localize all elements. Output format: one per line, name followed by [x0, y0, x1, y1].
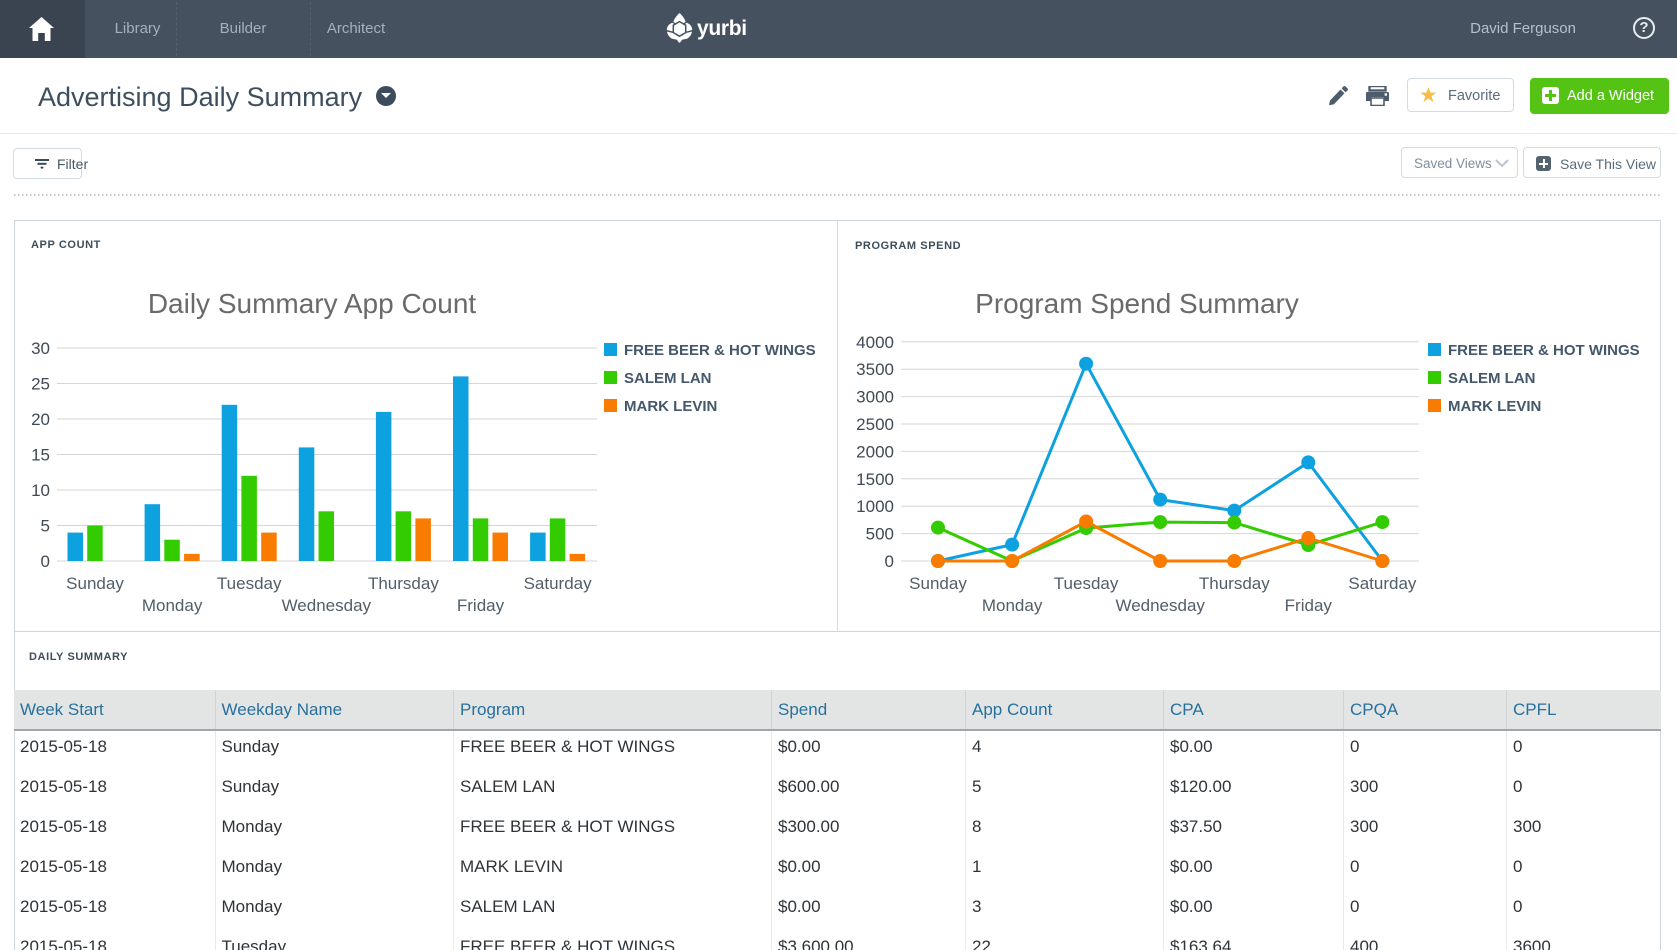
svg-text:2000: 2000 — [856, 442, 894, 461]
svg-text:1000: 1000 — [856, 497, 894, 516]
svg-text:Program Spend Summary: Program Spend Summary — [975, 288, 1299, 319]
svg-text:Saturday: Saturday — [524, 574, 593, 593]
svg-text:Tuesday: Tuesday — [1054, 574, 1119, 593]
svg-text:Monday: Monday — [142, 596, 203, 615]
svg-text:Tuesday: Tuesday — [217, 574, 282, 593]
svg-text:Saturday: Saturday — [1348, 574, 1417, 593]
svg-text:Daily Summary App Count: Daily Summary App Count — [148, 288, 477, 319]
svg-text:4000: 4000 — [856, 333, 894, 352]
svg-text:Wednesday: Wednesday — [1115, 596, 1205, 615]
svg-text:30: 30 — [31, 339, 50, 358]
svg-text:Sunday: Sunday — [909, 574, 967, 593]
svg-text:Friday: Friday — [1285, 596, 1333, 615]
svg-text:15: 15 — [31, 446, 50, 465]
svg-text:1500: 1500 — [856, 470, 894, 489]
svg-text:Thursday: Thursday — [368, 574, 439, 593]
svg-text:3000: 3000 — [856, 388, 894, 407]
svg-text:2500: 2500 — [856, 415, 894, 434]
svg-text:Monday: Monday — [982, 596, 1043, 615]
svg-text:500: 500 — [866, 525, 894, 544]
svg-text:Wednesday: Wednesday — [282, 596, 372, 615]
svg-text:Friday: Friday — [457, 596, 505, 615]
svg-text:10: 10 — [31, 481, 50, 500]
svg-text:0: 0 — [885, 552, 894, 571]
svg-text:20: 20 — [31, 410, 50, 429]
svg-text:3500: 3500 — [856, 360, 894, 379]
svg-text:25: 25 — [31, 375, 50, 394]
svg-text:5: 5 — [41, 517, 50, 536]
svg-text:0: 0 — [41, 552, 50, 571]
svg-text:Thursday: Thursday — [1199, 574, 1270, 593]
svg-text:Sunday: Sunday — [66, 574, 124, 593]
